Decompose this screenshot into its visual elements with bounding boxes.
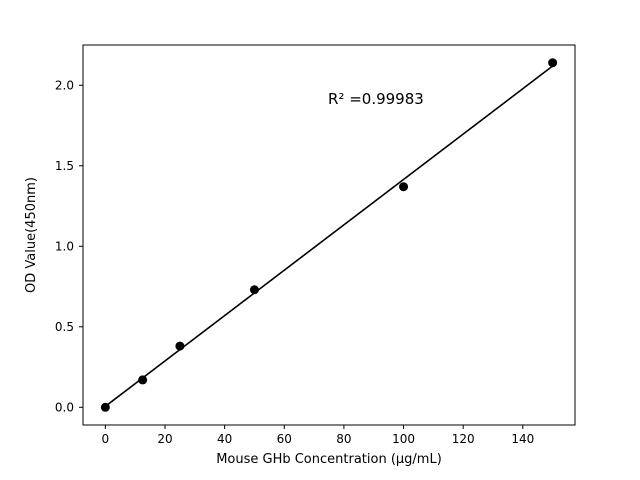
data-point [548,58,558,68]
data-point [138,375,148,385]
axes-spines [82,44,576,426]
x-axis-label: Mouse GHb Concentration (μg/mL) [216,452,442,467]
y-tick-label: 2.0 [55,78,74,92]
fit-line [104,65,554,407]
data-point [175,341,185,351]
y-tick-label: 1.5 [55,159,74,173]
r-squared-annotation: R² =0.99983 [328,90,424,108]
x-tick-label: 60 [277,432,292,446]
data-point [100,402,110,412]
x-tick-label: 40 [217,432,232,446]
x-tick-label: 0 [102,432,110,446]
x-tick-label: 100 [392,432,415,446]
x-tick-label: 120 [452,432,475,446]
x-tick-label: 80 [336,432,351,446]
data-point [399,182,409,192]
y-axis-label: OD Value(450nm) [24,177,39,293]
y-tick-label: 1.0 [55,239,74,253]
data-point [249,285,259,295]
x-tick-label: 140 [511,432,534,446]
y-tick-label: 0.0 [55,400,74,414]
x-tick-label: 20 [157,432,172,446]
y-tick-label: 0.5 [55,320,74,334]
